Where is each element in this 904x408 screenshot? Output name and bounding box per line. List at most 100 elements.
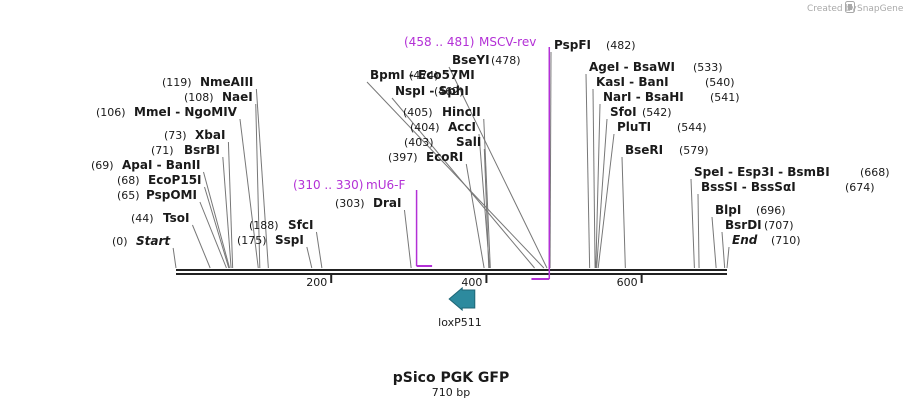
snapgene-logo-icon xyxy=(845,1,855,13)
site-label: (403) SalI xyxy=(404,135,481,149)
site-name: SfoI xyxy=(610,105,637,119)
primer-range: (310 .. 330) xyxy=(293,178,363,192)
primer-feature[interactable]: (310 .. 330) mU6-F xyxy=(293,178,433,267)
site-name: Start xyxy=(136,234,171,248)
site-position: (397) xyxy=(388,151,418,164)
site-leader-line xyxy=(596,118,608,269)
site-position: (696) xyxy=(756,204,786,217)
site-leader-line xyxy=(726,246,730,269)
site-name: XbaI xyxy=(195,128,225,142)
site-position: (544) xyxy=(677,121,707,134)
site-position: (541) xyxy=(710,91,740,104)
site-label: (533) AgeI - BsaWI xyxy=(589,60,723,74)
site-position: (106) xyxy=(96,106,126,119)
site-name: AgeI - BsaWI xyxy=(589,60,675,74)
site-position: (73) xyxy=(164,129,187,142)
loxp-label: loxP511 xyxy=(438,316,482,329)
site-name: BseYI xyxy=(452,53,490,67)
site-position: (540) xyxy=(705,76,735,89)
site-name: AccI xyxy=(448,120,476,134)
site-position: (65) xyxy=(117,189,140,202)
site-label: (541) NarI - BsaHI xyxy=(603,90,740,104)
loxp-feature[interactable]: loxP511 xyxy=(438,286,482,329)
site-name: NarI - BsaHI xyxy=(603,90,684,104)
site-position: (0) xyxy=(112,235,128,248)
site-position: (68) xyxy=(117,174,140,187)
site-name: MmeI - NgoMIV xyxy=(134,105,238,119)
site-name: KasI - BanI xyxy=(596,75,669,89)
site-leader-line xyxy=(403,209,412,269)
site-label: (44) TsoI xyxy=(131,211,189,225)
site-name: BssSI - BssSαI xyxy=(701,180,796,194)
site-name: BsrDI xyxy=(725,218,762,232)
site-leader-line xyxy=(222,156,232,269)
site-position: (405) xyxy=(403,106,433,119)
site-name: SpeI - Esp3I - BsmBI xyxy=(694,165,830,179)
site-leader-line xyxy=(227,141,234,269)
primer-range: (458 .. 481) xyxy=(404,35,474,49)
site-label: (474)BpmI - Eco57MI xyxy=(370,68,475,82)
site-label: (707)BsrDI xyxy=(725,218,794,232)
site-position: (303) xyxy=(335,197,365,210)
primer-name: mU6-F xyxy=(366,178,405,192)
site-name: SfcI xyxy=(288,218,313,232)
site-label: (108) NaeI xyxy=(184,90,253,104)
site-position: (69) xyxy=(91,159,114,172)
map-length: 710 bp xyxy=(432,386,470,399)
site-label: (478)BseYI xyxy=(452,53,521,67)
site-position: (403) xyxy=(404,136,434,149)
site-name: NaeI xyxy=(222,90,253,104)
site-name: BpmI - Eco57MI xyxy=(370,68,475,82)
site-position: (668) xyxy=(860,166,890,179)
site-label: (405) HincII xyxy=(403,105,481,119)
site-name: SspI xyxy=(275,233,304,247)
site-leader-line xyxy=(204,186,230,269)
site-position: (404) xyxy=(410,121,440,134)
site-name: PspFI xyxy=(554,38,591,52)
site-leader-line xyxy=(592,88,596,269)
site-label: (404) AccI xyxy=(410,120,476,134)
axis-tick-label: 600 xyxy=(617,276,638,289)
site-position: (462) xyxy=(434,85,464,98)
site-leader-line xyxy=(711,216,717,269)
site-name: TsoI xyxy=(163,211,189,225)
site-leader-line xyxy=(366,81,545,269)
site-leader-line xyxy=(721,231,726,269)
site-position: (108) xyxy=(184,91,214,104)
site-leader-line xyxy=(621,156,626,269)
site-leader-line xyxy=(315,231,323,269)
site-label: (69) ApaI - BanII xyxy=(91,158,201,172)
site-position: (71) xyxy=(151,144,174,157)
site-position: (175) xyxy=(237,234,267,247)
site-label: (668) SpeI - Esp3I - BsmBI xyxy=(694,165,890,179)
site-label: (674) BssSI - BssSαI xyxy=(701,180,875,194)
site-position: (119) xyxy=(162,76,192,89)
site-label: (542) SfoI xyxy=(610,105,672,119)
site-leader-line xyxy=(239,118,259,269)
credit-brand: SnapGene xyxy=(857,4,904,14)
site-leader-line xyxy=(255,88,269,269)
loxp-arrow-icon[interactable] xyxy=(448,286,476,312)
site-leader-line xyxy=(172,247,177,269)
site-name: DraI xyxy=(373,196,401,210)
site-label: (73) XbaI xyxy=(164,128,225,142)
site-leader-line xyxy=(199,201,227,269)
site-leader-line xyxy=(255,103,261,269)
site-position: (44) xyxy=(131,212,154,225)
site-position: (482) xyxy=(606,39,636,52)
site-name: NmeAIII xyxy=(200,75,253,89)
site-label: (71) BsrBI xyxy=(151,143,220,157)
site-label: (106) MmeI - NgoMIV xyxy=(96,105,238,119)
site-label: (482) PspFI xyxy=(554,38,636,52)
primer-feature[interactable]: (458 .. 481) MSCV-rev xyxy=(404,35,551,280)
site-leader-line xyxy=(597,133,615,269)
site-leader-line xyxy=(203,171,231,269)
site-name: BsrBI xyxy=(184,143,220,157)
site-position: (542) xyxy=(642,106,672,119)
site-leader-line xyxy=(585,73,591,269)
site-position: (579) xyxy=(679,144,709,157)
site-label: (544) PluTI xyxy=(617,120,707,134)
site-label: (119) NmeAIII xyxy=(162,75,253,89)
